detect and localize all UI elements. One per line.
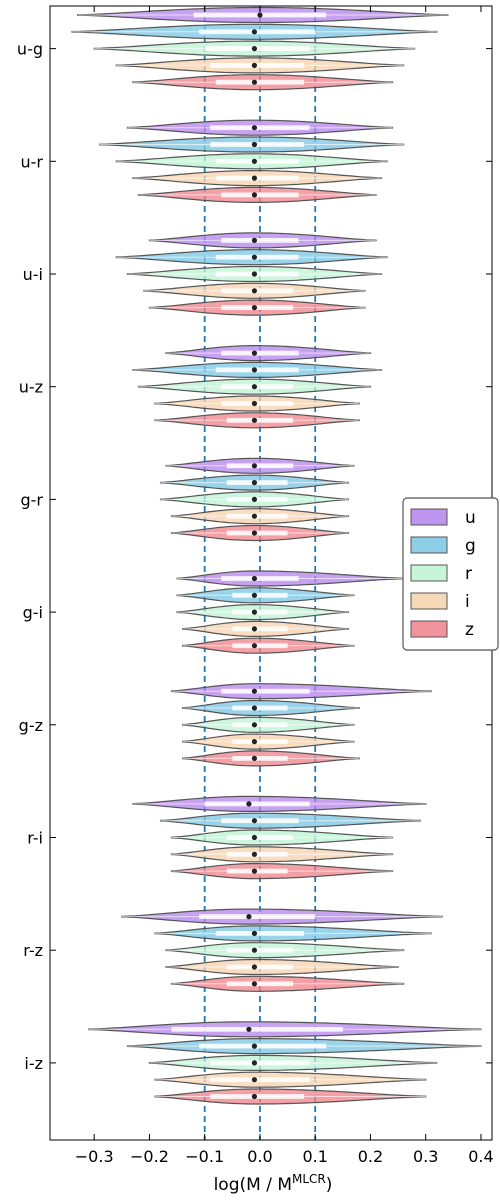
violin-median-dot — [246, 801, 252, 807]
violin-median-dot — [251, 305, 258, 311]
x-tick-label: −0.1 — [185, 1147, 224, 1166]
violin-median-dot — [251, 739, 258, 745]
violin-median-dot — [251, 254, 258, 260]
violin-group-u-z — [132, 345, 383, 429]
violin-median-dot — [246, 1026, 252, 1032]
violin-median-dot — [251, 626, 258, 632]
x-tick-label: 0.1 — [302, 1147, 327, 1166]
violin-median-dot — [251, 868, 258, 874]
violin-median-dot — [251, 1043, 258, 1049]
y-tick-label: g-r — [20, 490, 43, 509]
legend-label-g: g — [465, 536, 476, 556]
violin-median-dot — [251, 705, 258, 711]
y-tick-label: i-z — [24, 1054, 43, 1073]
x-axis-label: log(M / MMLCR) — [214, 1172, 333, 1195]
y-tick-label: r-z — [23, 941, 43, 960]
violin-median-dot — [251, 496, 258, 502]
violin-median-dot — [251, 947, 258, 953]
x-tick-label: 0.2 — [358, 1147, 383, 1166]
legend-swatch-g — [410, 536, 448, 554]
violin-median-dot — [251, 288, 258, 294]
legend-label-z: z — [465, 620, 474, 640]
violin-median-dot — [251, 141, 258, 148]
x-axis-label-suffix: ) — [326, 1175, 333, 1195]
violin-group-i-z — [88, 1021, 482, 1105]
x-axis-label-superscript: MLCR — [292, 1172, 326, 1186]
violin-median-dot — [251, 271, 258, 277]
violin-group-g-z — [170, 683, 432, 767]
violin-median-dot — [251, 643, 258, 649]
violin-median-dot — [251, 609, 258, 615]
violin-median-dot — [251, 755, 258, 762]
violin-group-u-g — [71, 6, 449, 91]
violin-median-dot — [251, 834, 258, 841]
violin-median-dot — [251, 1060, 258, 1066]
violin-median-dot — [251, 981, 258, 987]
legend-swatch-r — [410, 564, 448, 582]
violin-group-g-r — [159, 457, 355, 542]
y-tick-label: r-i — [27, 829, 43, 848]
x-tick-label: −0.3 — [75, 1147, 114, 1166]
legend-swatch-z — [410, 620, 448, 638]
x-axis-label-text: log(M / MMLCR) — [214, 1172, 333, 1195]
violin-median-dot — [251, 237, 258, 243]
violin-groups — [71, 6, 482, 1105]
y-tick-label: g-z — [19, 716, 43, 735]
violin-median-dot — [251, 688, 258, 694]
violin-median-dot — [251, 384, 258, 390]
violin-median-dot — [251, 62, 258, 68]
violin-median-dot — [257, 12, 263, 18]
violin-median-dot — [251, 575, 258, 582]
violin-median-dot — [251, 930, 258, 937]
x-tick-label: −0.2 — [130, 1147, 169, 1166]
violin-median-dot — [251, 1077, 258, 1083]
violin-median-dot — [251, 400, 258, 407]
legend-box — [402, 497, 499, 651]
violin-median-dot — [251, 158, 258, 164]
y-tick-label: u-i — [23, 265, 43, 284]
x-axis-label-main: log(M / M — [214, 1175, 292, 1195]
violin-median-dot — [251, 722, 258, 728]
legend-swatch-u — [410, 508, 448, 526]
violin-median-dot — [251, 530, 258, 536]
violin-median-dot — [251, 818, 258, 824]
violin-group-u-i — [115, 232, 388, 316]
violin-median-dot — [251, 1093, 258, 1100]
violin-median-dot — [246, 914, 252, 920]
violin-median-dot — [251, 513, 258, 519]
x-tick-label: 0.0 — [247, 1147, 272, 1166]
violin-median-dot — [251, 592, 258, 598]
x-tick-label: 0.4 — [468, 1147, 493, 1166]
violin-median-dot — [251, 417, 258, 423]
violin-median-dot — [251, 367, 258, 373]
violin-median-dot — [251, 463, 258, 469]
legend-label-i: i — [465, 592, 470, 612]
violin-median-dot — [251, 79, 258, 85]
violin-median-dot — [251, 964, 258, 970]
violin-group-g-i — [176, 570, 405, 654]
y-tick-label: u-g — [17, 40, 43, 59]
x-tick-label: 0.3 — [413, 1147, 438, 1166]
violin-group-u-r — [99, 119, 405, 203]
y-tick-label: u-z — [19, 378, 43, 397]
violin-group-r-i — [132, 795, 427, 880]
violin-median-dot — [251, 851, 258, 857]
legend-label-r: r — [465, 564, 472, 584]
violin-median-dot — [251, 350, 258, 356]
violin-median-dot — [251, 175, 258, 181]
legend-swatch-i — [410, 592, 448, 610]
violin-median-dot — [251, 125, 258, 131]
violin-median-dot — [251, 46, 258, 52]
violin-median-dot — [251, 192, 258, 198]
legend-label-u: u — [465, 508, 476, 528]
violin-group-r-z — [121, 908, 443, 992]
violin-median-dot — [251, 29, 258, 35]
y-tick-label: u-r — [21, 152, 44, 171]
y-tick-label: g-i — [23, 603, 43, 622]
violin-median-dot — [251, 480, 258, 486]
axis-ticks: −0.3 −0.2 −0.1 0.0 0.1 0.2 0.3 0.4 u-g u-r u-i u-z g… — [17, 6, 494, 1166]
